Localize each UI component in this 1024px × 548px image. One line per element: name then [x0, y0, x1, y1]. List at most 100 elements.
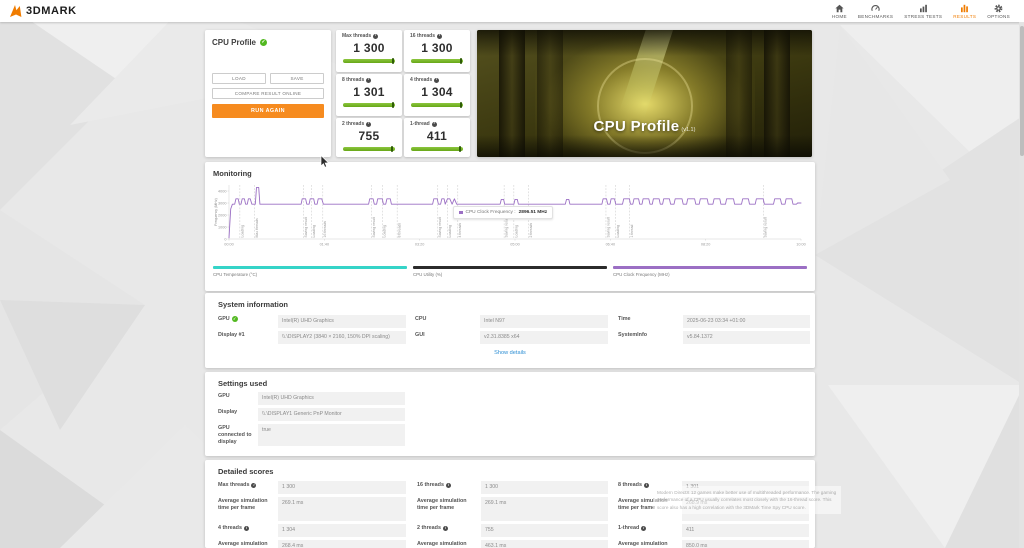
- info-icon[interactable]: i: [366, 121, 372, 127]
- nav-results-label: RESULTS: [953, 13, 977, 19]
- info-icon[interactable]: i: [442, 525, 448, 531]
- svg-text:1 thread: 1 thread: [630, 225, 634, 238]
- nav-options-label: OPTIONS: [987, 13, 1010, 19]
- score-value: 1 300: [353, 41, 385, 55]
- info-icon[interactable]: i: [434, 77, 440, 83]
- svg-text:01:40: 01:40: [320, 243, 330, 247]
- load-button[interactable]: LOAD: [212, 73, 266, 84]
- avg-sim-label: Average simulation time per frame: [417, 498, 472, 512]
- nav-benchmarks[interactable]: BENCHMARKS: [858, 4, 893, 19]
- info-icon[interactable]: i: [431, 121, 437, 127]
- run-again-button[interactable]: RUN AGAIN: [212, 104, 324, 118]
- score-box-max-threads: Max threads i 1 300: [336, 30, 402, 72]
- detail-label: 4 threads i: [218, 525, 249, 532]
- field-label-gui: GUI: [415, 332, 425, 339]
- detailed-scores-card: Detailed scores Max threads i 1 300 16 th…: [205, 460, 841, 548]
- cpu-profile-title-text: CPU Profile: [212, 38, 257, 47]
- svg-text:Loading: Loading: [383, 225, 387, 238]
- field-value-display1: \\.\DISPLAY2 (3840 × 2160, 150% DPI scal…: [278, 331, 406, 344]
- info-icon[interactable]: i: [251, 482, 257, 488]
- avg-sim-label: Average simulation time per frame: [218, 541, 273, 548]
- benchmark-gauge-icon: [871, 4, 880, 11]
- nav-options[interactable]: OPTIONS: [987, 4, 1010, 19]
- avg-sim-label: Average simulation time per frame: [417, 541, 472, 548]
- score-value: 1 301: [353, 85, 385, 99]
- field-label-cpu: CPU: [415, 316, 426, 323]
- info-icon[interactable]: i: [641, 525, 647, 531]
- info-icon[interactable]: i: [243, 525, 249, 531]
- nav-benchmarks-label: BENCHMARKS: [857, 13, 894, 19]
- score-label: 16 threads: [410, 33, 436, 39]
- monitoring-title: Monitoring: [213, 169, 252, 178]
- compare-result-online-button[interactable]: COMPARE RESULT ONLINE: [212, 88, 324, 99]
- label-text: 4 threads: [218, 525, 242, 531]
- score-bar: [343, 102, 395, 108]
- nav-home[interactable]: HOME: [832, 4, 847, 19]
- info-icon[interactable]: i: [437, 33, 443, 39]
- cpu-profile-panel: CPU Profile ✓ LOAD SAVE COMPARE RESULT O…: [205, 30, 331, 157]
- score-bar: [343, 146, 395, 152]
- system-information-card: System information GPU ✓ Intel(R) UHD Gr…: [205, 293, 815, 368]
- svg-text:05:00: 05:00: [510, 243, 520, 247]
- field-label-gpu: GPU ✓: [218, 316, 238, 323]
- legend-cpu-temperature[interactable]: CPU Temperature (°C): [213, 266, 407, 277]
- avg-sim-value: 269.1 ms: [278, 497, 406, 521]
- detail-value: 1 304: [278, 524, 406, 537]
- svg-text:Saving result: Saving result: [606, 217, 610, 237]
- field-value-gui: v2.31.8385 x64: [480, 331, 608, 344]
- show-details-link[interactable]: Show details: [494, 350, 526, 356]
- info-icon[interactable]: i: [445, 482, 451, 488]
- label-text: Display #1: [218, 332, 245, 338]
- label-text: 16 threads: [417, 482, 444, 488]
- monitoring-chart[interactable]: 0 1000 2000 3000 4000 Frequency (MHz) 00:00 01:…: [213, 179, 807, 263]
- score-label: 1-thread: [410, 121, 430, 127]
- svg-text:Frequency (MHz): Frequency (MHz): [214, 198, 218, 226]
- svg-text:Saving result: Saving result: [505, 217, 509, 237]
- svg-text:Saving result: Saving result: [372, 217, 376, 237]
- label-text: GUI: [415, 332, 425, 338]
- save-button[interactable]: SAVE: [270, 73, 324, 84]
- svg-text:08:20: 08:20: [701, 243, 711, 247]
- label-text: GPU: [218, 393, 230, 399]
- svg-text:03:20: 03:20: [415, 243, 425, 247]
- score-value: 1 304: [421, 85, 453, 99]
- legend-label: CPU Temperature (°C): [213, 271, 258, 277]
- 3dmark-logo-icon: [10, 5, 22, 17]
- legend-swatch-black: [413, 266, 607, 269]
- nav-stress-tests[interactable]: STRESS TESTS: [904, 4, 942, 19]
- score-bar: [343, 58, 395, 64]
- label-text: Average simulation time per frame: [618, 498, 668, 511]
- detail-label: Max threads i: [218, 482, 257, 489]
- system-information-title: System information: [218, 300, 289, 309]
- legend-cpu-clock-frequency[interactable]: CPU Clock Frequency (MHz): [613, 266, 807, 277]
- svg-text:1000: 1000: [218, 225, 226, 229]
- scrollbar-track[interactable]: [1019, 22, 1024, 548]
- detail-label: 8 threads i: [618, 482, 649, 489]
- info-icon[interactable]: i: [373, 33, 379, 39]
- label-text: GPU: [218, 316, 230, 322]
- field-value-systeminfo: v5.84.1372: [683, 331, 810, 344]
- setting-label-gpu-connected: GPU connected to display: [218, 425, 256, 445]
- info-icon[interactable]: i: [366, 77, 372, 83]
- main-nav: HOME BENCHMARKS STRESS TESTS: [832, 4, 1024, 19]
- label-text: Max threads: [218, 482, 250, 488]
- avg-sim-label: Average simulation time per frame: [218, 498, 273, 512]
- svg-text:Loading: Loading: [312, 225, 316, 238]
- label-text: GPU connected to display: [218, 425, 252, 445]
- score-bar: [411, 102, 463, 108]
- detail-label: 16 threads i: [417, 482, 451, 489]
- 3dmark-logo[interactable]: 3DMARK: [0, 4, 77, 18]
- tooltip-series-label: CPU Clock Frequency :: [465, 210, 516, 215]
- svg-text:2 threads: 2 threads: [529, 223, 533, 238]
- detailed-scores-title: Detailed scores: [218, 467, 274, 476]
- settings-used-title: Settings used: [218, 379, 268, 388]
- svg-text:Loading: Loading: [448, 225, 452, 238]
- score-label: Max threads: [342, 33, 372, 39]
- nav-results[interactable]: RESULTS: [953, 4, 976, 19]
- legend-cpu-utility[interactable]: CPU Utility (%): [413, 266, 607, 277]
- detail-value: 1 300: [278, 481, 406, 494]
- scrollbar-thumb[interactable]: [1019, 26, 1024, 156]
- tooltip-series-swatch: [459, 210, 463, 215]
- info-icon[interactable]: i: [643, 482, 649, 488]
